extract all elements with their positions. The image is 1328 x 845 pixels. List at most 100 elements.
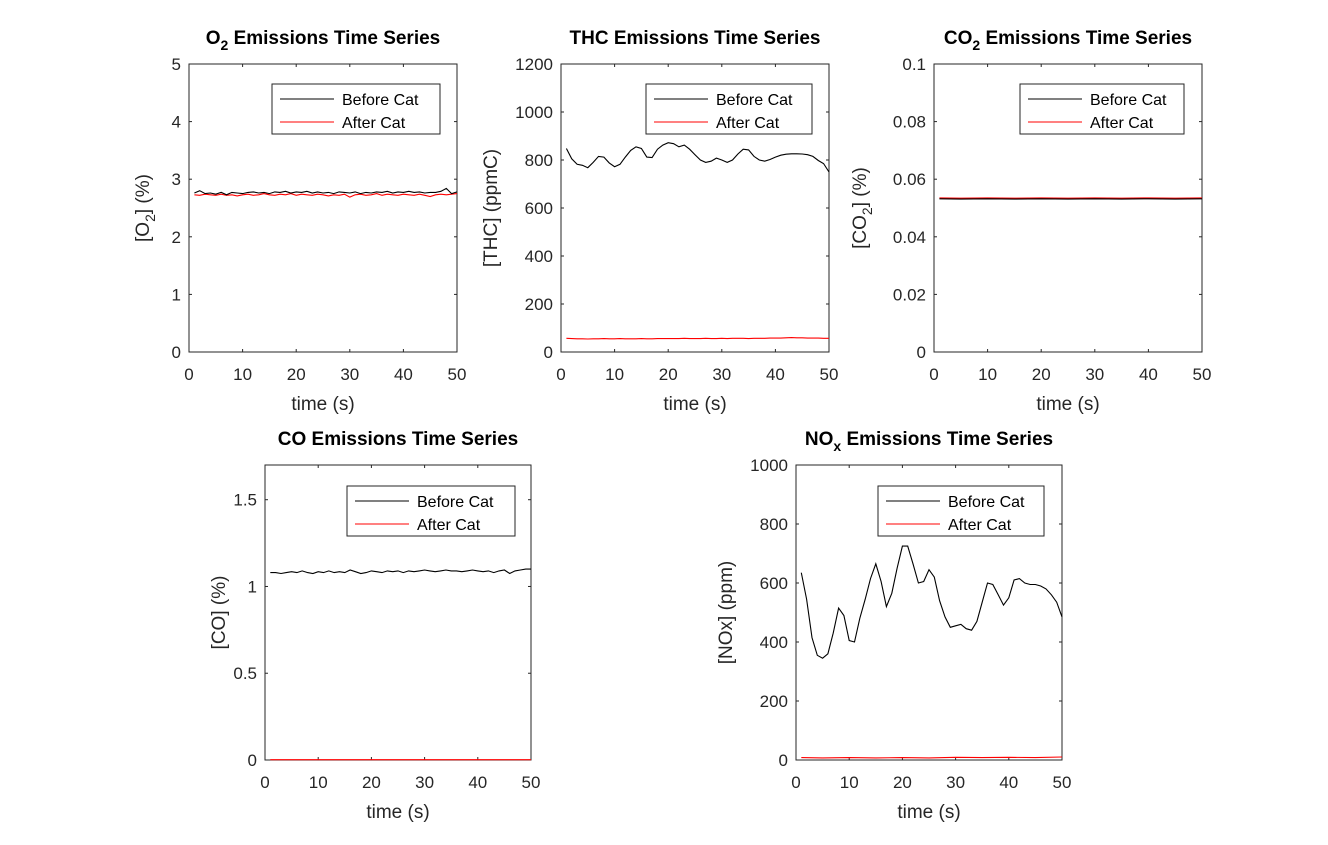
y-tick-label: 1000 (750, 456, 788, 475)
chart-o2: 0 10 20 30 40 50 0 1 2 3 4 5 O2 Emissions Time Serie… (133, 28, 466, 415)
chart-title-o2: O2 Emissions Time Series (206, 28, 441, 53)
y-tick-label: 400 (760, 633, 788, 652)
legend-box-thc (645, 83, 813, 135)
y-tick-label: 0.1 (902, 55, 926, 74)
x-tick-label: 30 (712, 365, 731, 384)
legend-box-co (346, 485, 516, 537)
x-tick-label: 50 (1053, 773, 1072, 792)
chart-co: 0 10 20 30 40 50 0 0.5 1 1.5 CO Emissions Time Ser… (209, 429, 540, 823)
x-tick-label: 10 (978, 365, 997, 384)
x-tick-label: 10 (309, 773, 328, 792)
chart-title-thc: THC Emissions Time Series (570, 28, 821, 49)
y-tick-label: 600 (760, 574, 788, 593)
chart-title-co2: CO2 Emissions Time Series (944, 28, 1192, 53)
y-tick-label: 5 (172, 55, 181, 74)
y-axis-label-co: [CO] (%) (209, 576, 230, 650)
y-tick-label: 1 (248, 577, 257, 596)
x-tick-label: 20 (1032, 365, 1051, 384)
series-line-before-cat (194, 187, 458, 196)
legend-label-after-cat: After Cat (1090, 115, 1154, 132)
x-tick-label: 20 (287, 365, 306, 384)
x-tick-label: 0 (260, 773, 269, 792)
legend-label-before-cat: Before Cat (716, 92, 793, 109)
x-tick-label: 40 (766, 365, 785, 384)
chart-co2: 0 10 20 30 40 50 0 0.02 0.04 0.06 0.08 0.1 CO2 Emiss… (850, 28, 1211, 415)
y-tick-label: 800 (760, 515, 788, 534)
y-tick-label: 2 (172, 228, 181, 247)
x-tick-label: 0 (929, 365, 938, 384)
x-tick-label: 10 (233, 365, 252, 384)
legend-label-after-cat: After Cat (342, 115, 406, 132)
y-tick-label: 1 (172, 285, 181, 304)
legend-label-before-cat: Before Cat (417, 494, 494, 511)
x-tick-label: 30 (340, 365, 359, 384)
series-line-before-cat (565, 142, 830, 173)
legend-box-nox (877, 485, 1045, 537)
legend-box-co2 (1019, 83, 1185, 135)
x-axis-label-thc: time (s) (663, 394, 726, 415)
legend-label-after-cat: After Cat (417, 517, 481, 534)
x-tick-label: 10 (840, 773, 859, 792)
x-tick-label: 50 (522, 773, 541, 792)
series-line-after-cat (566, 337, 829, 340)
y-tick-label: 0.5 (233, 664, 257, 683)
legend-box-o2 (271, 83, 441, 135)
x-tick-label: 30 (946, 773, 965, 792)
x-tick-label: 20 (893, 773, 912, 792)
x-tick-label: 50 (448, 365, 467, 384)
y-tick-label: 1000 (515, 103, 553, 122)
series-line-before-cat (270, 568, 531, 575)
chart-nox: 0 10 20 30 40 50 0 200 400 600 800 1000 NOx Emission… (716, 429, 1071, 823)
y-tick-label: 0.08 (893, 113, 926, 132)
legend-label-before-cat: Before Cat (342, 92, 419, 109)
y-tick-label: 200 (525, 295, 553, 314)
chart-thc: 0 10 20 30 40 50 0 200 400 600 800 1000 1200 THC Emis… (481, 28, 838, 415)
legend-label-after-cat: After Cat (948, 517, 1012, 534)
x-tick-label: 50 (1193, 365, 1212, 384)
y-tick-label: 4 (172, 113, 181, 132)
y-tick-label: 1.5 (233, 491, 257, 510)
y-tick-label: 0 (248, 751, 257, 770)
series-line-after-cat (801, 756, 1063, 759)
x-tick-label: 20 (362, 773, 381, 792)
y-tick-label: 0.06 (893, 170, 926, 189)
x-tick-label: 40 (1139, 365, 1158, 384)
x-axis-label-co: time (s) (366, 802, 429, 823)
y-tick-label: 1200 (515, 55, 553, 74)
x-tick-label: 30 (415, 773, 434, 792)
y-tick-label: 400 (525, 247, 553, 266)
chart-title-nox: NOx Emissions Time Series (805, 429, 1053, 454)
x-tick-label: 40 (394, 365, 413, 384)
y-tick-label: 800 (525, 151, 553, 170)
y-tick-label: 0 (544, 343, 553, 362)
series-line-after-cat (194, 193, 458, 198)
chart-title-co: CO Emissions Time Series (278, 429, 518, 450)
x-tick-label: 30 (1085, 365, 1104, 384)
x-axis-label-co2: time (s) (1036, 394, 1099, 415)
x-tick-label: 20 (659, 365, 678, 384)
y-tick-label: 0 (172, 343, 181, 362)
legend-label-before-cat: Before Cat (948, 494, 1025, 511)
x-tick-label: 10 (605, 365, 624, 384)
y-tick-label: 600 (525, 199, 553, 218)
x-tick-label: 40 (468, 773, 487, 792)
x-tick-label: 40 (999, 773, 1018, 792)
x-tick-label: 50 (820, 365, 839, 384)
y-tick-label: 0 (917, 343, 926, 362)
y-axis-label-thc: [THC] (ppmC) (481, 149, 502, 267)
y-tick-label: 0.04 (893, 228, 926, 247)
y-axis-label-o2: [O2] (%) (133, 174, 158, 242)
x-tick-label: 0 (556, 365, 565, 384)
y-axis-label-co2: [CO2] (%) (850, 167, 875, 249)
legend-label-after-cat: After Cat (716, 115, 780, 132)
legend-label-before-cat: Before Cat (1090, 92, 1167, 109)
y-tick-label: 3 (172, 170, 181, 189)
y-tick-label: 0 (779, 751, 788, 770)
series-line-before-cat (800, 545, 1063, 659)
x-axis-label-o2: time (s) (291, 394, 354, 415)
y-tick-label: 200 (760, 692, 788, 711)
y-tick-label: 0.02 (893, 285, 926, 304)
x-axis-label-nox: time (s) (897, 802, 960, 823)
y-axis-label-nox: [NOx] (ppm) (716, 561, 737, 664)
